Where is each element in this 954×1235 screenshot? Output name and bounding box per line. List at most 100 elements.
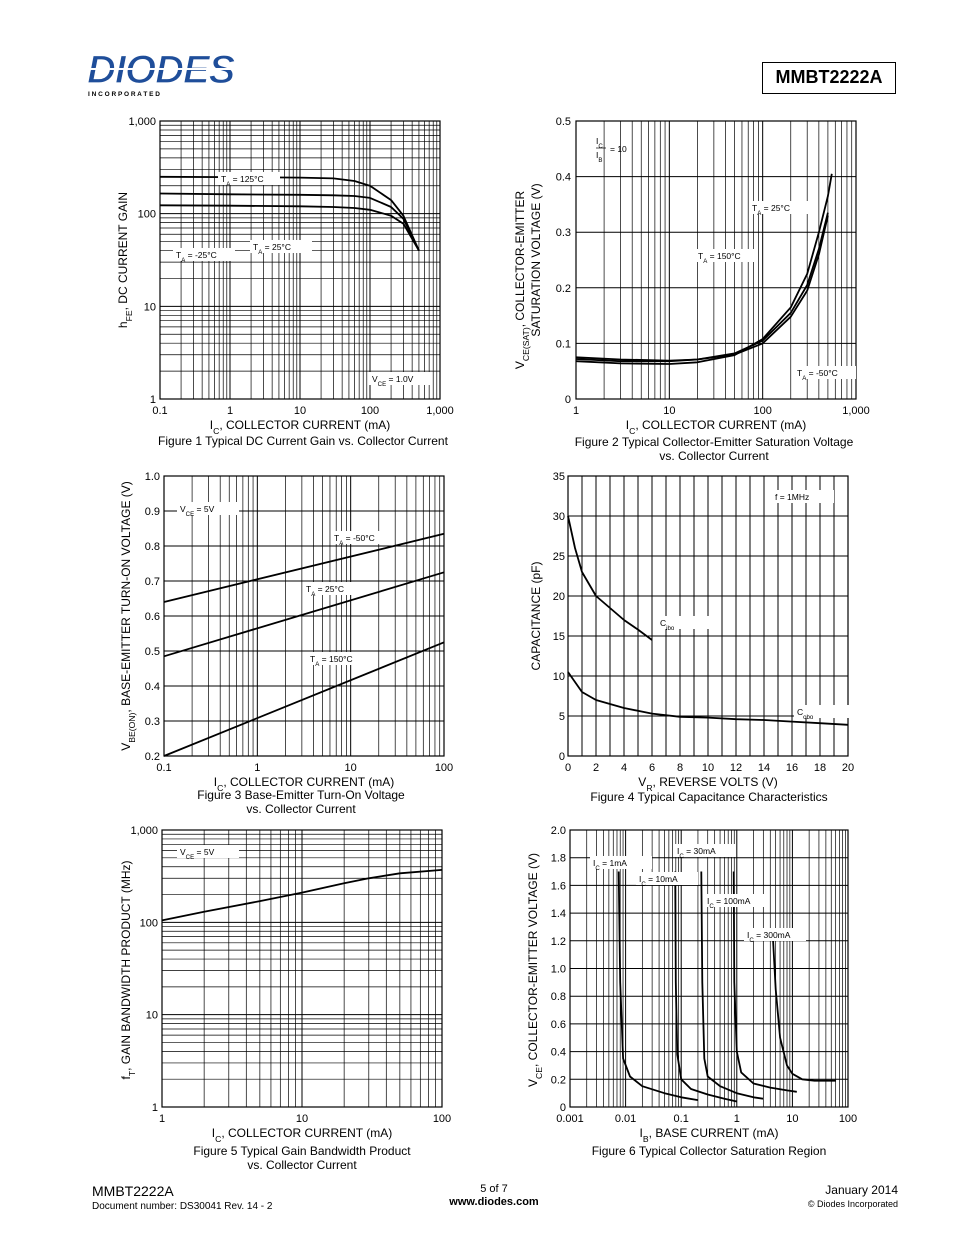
x-tick-label: 0.001 [556,1113,584,1125]
annotation-label: IB [596,150,602,164]
annotation-bg [749,201,811,214]
series-line [163,532,445,603]
annotation-bg [744,928,806,941]
x-tick-label: 1 [573,405,579,417]
x-tick-label: 100 [753,405,771,417]
series-line [700,871,764,1100]
annotation-label: = 10 [610,144,627,154]
y-tick-label: 1.4 [551,908,566,920]
y-tick-label: 0.3 [556,227,571,239]
y-tick-label: 2.0 [551,825,566,837]
annotation-label: Cobo [797,707,814,721]
x-tick-label: 0.01 [615,1113,636,1125]
x-axis-label: VR, REVERSE VOLTS (V) [638,775,777,793]
x-axis-label: IC, COLLECTOR CURRENT (mA) [214,775,394,793]
x-tick-label: 8 [677,762,683,774]
y-tick-label: 0.3 [145,716,160,728]
y-tick-label: 20 [553,591,565,603]
annotation-label: TA = 150°C [698,251,741,265]
y-tick-label: 100 [138,209,156,221]
x-tick-label: 12 [730,762,742,774]
figure-caption: Figure 2 Typical Collector-Emitter Satur… [575,435,854,449]
y-tick-label: 0.5 [145,646,160,658]
fig1-frame [159,120,441,400]
y-tick-label: 10 [553,671,565,683]
y-tick-label: 0.8 [551,991,566,1003]
y-axis-label: CAPACITANCE (pF) [529,562,543,671]
series-line [159,204,420,251]
fig4-chart: 0 2 4 6 8 10 12 14 16 18 20 0 5 10 15 20 25 30 35 VR, REVER… [529,471,856,804]
annotation-bg [704,894,766,907]
y-tick-label: 0.4 [556,172,571,184]
x-tick-label: 16 [786,762,798,774]
x-tick-label: 14 [758,762,770,774]
annotation-label: IC = 300mA [747,930,791,944]
x-tick-label: 4 [621,762,627,774]
x-tick-label: 100 [361,405,379,417]
x-tick-label: 10 [663,405,675,417]
y-tick-label: 10 [144,301,156,313]
y-tick-label: 15 [553,631,565,643]
annotation-bg [772,490,834,503]
annotation-bg [369,372,431,385]
annotation-label: TA = -50°C [334,533,375,547]
annotation-bg [331,531,393,544]
x-tick-label: 1,000 [426,405,454,417]
series-line [575,212,829,363]
x-tick-label: 0.1 [152,405,167,417]
y-tick-label: 25 [553,551,565,563]
annotation-bg [657,616,719,629]
fig5-chart: 1 10 100 1 10 100 1,000 IC, COLLECTOR CURRENT (… [119,825,451,1172]
annotation-label: IC = 1mA [593,858,627,872]
logo-subtext: I N C O R P O R A T E D [88,91,160,98]
annotation-label: IC [596,136,603,150]
series-line [617,871,699,1101]
figure-caption: vs. Collector Current [247,1158,357,1172]
y-tick-label: 0.4 [145,681,160,693]
figure-caption: Figure 5 Typical Gain Bandwidth Product [193,1144,411,1158]
footer-center: 5 of 7 www.diodes.com [377,1183,611,1208]
annotation-bg [177,845,239,858]
annotation-label: VCE = 5V [180,847,215,861]
y-tick-label: 35 [553,471,565,483]
x-tick-label: 1,000 [842,405,870,417]
series-line [772,940,836,1082]
fig6-chart: 0.001 0.01 0.1 1 10 100 0 0.2 0.4 0.6 0.8 1.0 1.2 1.4… [526,825,857,1158]
annotation-label: Cibo [660,618,675,632]
y-tick-label: 0.2 [145,751,160,763]
fig3-chart: 0.1 1 10 100 0.2 0.3 0.4 0.5 0.6 0.7 0.8 0.9 1.0 IC, … [119,471,453,816]
series-line [567,515,653,641]
annotation-label: IC = 100mA [707,896,751,910]
footer-website-link[interactable]: www.diodes.com [449,1196,539,1208]
diodes-logo: DIODES I N C O R P O R A T E D [86,52,255,98]
figure-caption: Figure 1 Typical DC Current Gain vs. Col… [158,434,449,448]
y-tick-label: 0.9 [145,506,160,518]
series-line [567,671,849,726]
x-tick-label: 10 [345,762,357,774]
fig4-frame [567,475,849,757]
y-tick-label: 1.8 [551,853,566,865]
footer-right: January 2014 © Diodes Incorporated [808,1183,898,1209]
y-tick-label: 0.6 [145,611,160,623]
y-tick-label: 0.1 [556,338,571,350]
y-tick-label: 0.8 [145,541,160,553]
fig2-chart: 1 10 100 1,000 0 0.1 0.2 0.3 0.4 0.5 IC, COLLECTOR… [513,116,870,463]
y-tick-label: 0.6 [551,1019,566,1031]
x-tick-label: 1 [227,405,233,417]
x-tick-label: 0.1 [674,1113,689,1125]
footer-document-number: Document number: DS30041 Rev. 14 - 2 [92,1201,273,1212]
annotation-bg [695,249,757,262]
footer-date: January 2014 [825,1183,898,1197]
annotation-label: VCE = 1.0V [372,374,414,388]
x-axis-label: IC, COLLECTOR CURRENT (mA) [210,418,390,436]
x-tick-label: 2 [593,762,599,774]
x-tick-label: 1 [159,1113,165,1125]
fig2-frame [575,120,857,400]
annotation-bg [303,582,365,595]
x-tick-label: 0 [565,762,571,774]
y-axis-label-line2: SATURATION VOLTAGE (V) [529,183,543,336]
series-line [732,871,797,1093]
x-tick-label: 0.1 [156,762,171,774]
